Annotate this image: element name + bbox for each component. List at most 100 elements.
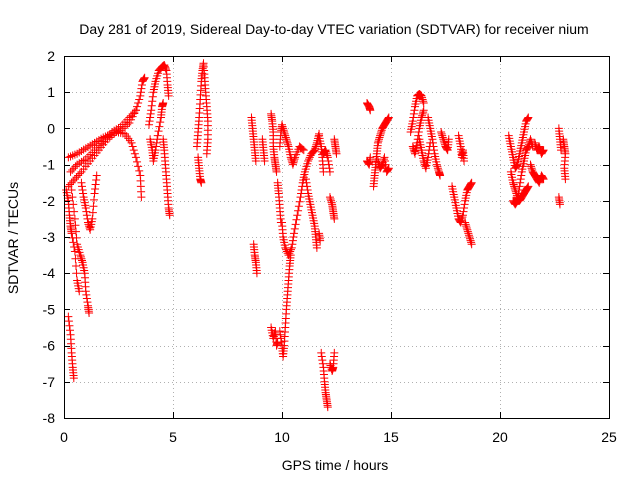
data-point <box>436 171 445 180</box>
data-point <box>409 109 418 118</box>
data-point <box>127 138 136 147</box>
data-point <box>462 222 471 231</box>
series-arc-aw <box>559 135 570 184</box>
data-point <box>91 180 100 189</box>
data-point <box>70 207 79 216</box>
series-arc-g <box>77 171 101 234</box>
data-point <box>509 180 518 189</box>
data-point <box>421 162 430 171</box>
y-tick-label: -8 <box>43 410 56 426</box>
data-point <box>85 309 94 318</box>
data-point <box>130 108 139 117</box>
data-point <box>513 193 522 202</box>
data-point <box>70 175 79 184</box>
data-point <box>289 156 298 165</box>
data-point <box>270 328 279 337</box>
data-point <box>260 156 269 165</box>
data-point <box>316 236 325 245</box>
data-point <box>298 145 307 154</box>
data-point <box>288 160 297 169</box>
data-point <box>88 214 97 223</box>
data-point <box>71 227 80 236</box>
series-arc-af <box>369 113 393 191</box>
data-point <box>527 137 536 146</box>
data-point <box>135 166 144 175</box>
data-point <box>444 135 453 144</box>
data-point <box>299 146 308 155</box>
data-point <box>330 348 339 357</box>
data-point <box>276 218 285 227</box>
data-point <box>327 198 336 207</box>
data-point <box>384 164 393 173</box>
data-point <box>72 233 81 242</box>
y-tick-label: -4 <box>43 265 56 281</box>
data-point <box>289 233 298 241</box>
series-arc-ab <box>325 193 339 223</box>
series-arc-ap <box>504 113 533 173</box>
y-tick-label: -3 <box>43 229 56 245</box>
series-arc-z <box>325 348 339 375</box>
series-arc-ar <box>509 135 537 209</box>
data-point <box>283 140 292 149</box>
data-point <box>510 184 519 193</box>
y-axis-label: SDTVAR / TECUs <box>5 182 21 294</box>
x-tick-label: 25 <box>601 429 617 445</box>
x-tick-label: 5 <box>169 429 177 445</box>
data-point <box>131 153 140 162</box>
data-point <box>523 144 532 153</box>
data-points <box>62 59 570 412</box>
data-point <box>89 202 98 211</box>
data-point <box>67 229 76 238</box>
data-point <box>134 162 143 171</box>
data-point <box>65 326 74 335</box>
data-point <box>161 65 170 74</box>
data-point <box>68 166 77 175</box>
data-point <box>463 225 472 234</box>
data-point <box>326 194 335 203</box>
series-arc-f <box>64 312 78 383</box>
data-point <box>288 236 297 245</box>
series-arc-r <box>275 120 308 169</box>
data-point <box>289 229 298 238</box>
data-point <box>137 84 146 93</box>
data-point <box>301 175 310 184</box>
data-point <box>153 131 162 140</box>
data-point <box>464 231 473 240</box>
data-point <box>432 160 441 169</box>
data-point <box>561 175 570 184</box>
x-tick-label: 10 <box>274 429 290 445</box>
data-point <box>278 122 287 131</box>
data-point <box>523 184 532 193</box>
data-point <box>440 138 449 147</box>
data-point <box>424 153 433 162</box>
data-point <box>148 92 157 101</box>
data-point <box>128 142 137 151</box>
data-point <box>373 138 382 147</box>
data-point <box>419 106 428 115</box>
data-point <box>418 95 427 104</box>
axis-ticks <box>64 56 610 419</box>
y-tick-label: -5 <box>43 301 56 317</box>
data-point <box>82 294 91 303</box>
data-point <box>330 214 339 223</box>
data-point <box>146 113 155 122</box>
series-arc-j <box>159 135 174 220</box>
data-point <box>433 164 442 173</box>
series-arc-e <box>67 185 94 318</box>
data-point <box>65 180 74 189</box>
data-point <box>76 251 85 260</box>
data-point <box>294 206 303 215</box>
data-point <box>125 113 134 122</box>
data-point <box>429 142 438 151</box>
data-point <box>430 146 439 155</box>
data-point <box>90 189 99 198</box>
data-point <box>287 243 296 252</box>
series-arc-as <box>526 160 548 187</box>
data-point <box>140 73 149 82</box>
data-point <box>324 156 333 165</box>
data-point <box>555 200 564 209</box>
data-point <box>129 146 138 155</box>
data-point <box>512 198 521 207</box>
data-point <box>461 218 470 227</box>
